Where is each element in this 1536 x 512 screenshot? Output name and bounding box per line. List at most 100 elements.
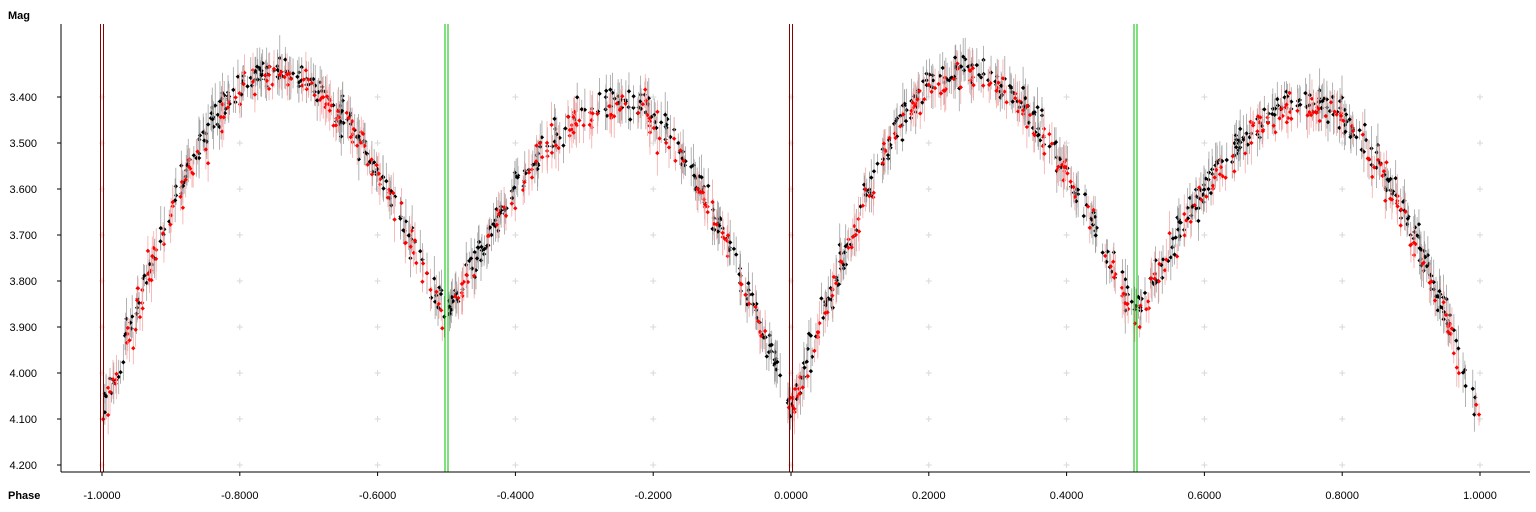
data-point — [640, 102, 646, 107]
data-point — [133, 327, 138, 332]
tick-labels: 3.400 3.500 3.600 3.700 3.800 3.900 4.000 4.100… — [9, 92, 1496, 502]
data-point — [539, 135, 545, 140]
data-point — [617, 107, 623, 113]
data-point — [860, 203, 866, 208]
data-point — [103, 393, 109, 399]
data-point — [582, 107, 588, 112]
y-tick-label: 3.800 — [9, 276, 37, 288]
data-point — [1245, 142, 1250, 147]
data-point — [1255, 114, 1261, 119]
data-point — [894, 118, 899, 124]
data-point — [1157, 261, 1162, 267]
data-point — [1030, 125, 1036, 131]
data-point — [1212, 175, 1217, 180]
data-point — [191, 153, 197, 158]
data-point — [259, 72, 264, 78]
data-point — [134, 311, 139, 316]
data-point — [1089, 217, 1095, 222]
data-point — [1451, 351, 1456, 356]
data-point — [1129, 299, 1134, 304]
data-point — [346, 115, 351, 121]
data-point — [839, 260, 844, 265]
x-tick-label: -0.8000 — [221, 490, 258, 502]
data-point — [871, 169, 877, 174]
data-point — [683, 159, 688, 164]
data-point — [350, 119, 355, 124]
data-point — [420, 261, 426, 266]
data-point — [705, 209, 710, 215]
data-point — [1183, 218, 1189, 223]
data-point — [942, 88, 947, 93]
data-point — [863, 192, 869, 198]
data-point — [179, 163, 184, 168]
data-point — [1021, 108, 1026, 113]
data-point — [1047, 144, 1052, 149]
data-point — [1332, 109, 1337, 114]
data-point — [1314, 105, 1320, 110]
data-point — [553, 143, 559, 148]
data-point — [1149, 279, 1155, 285]
data-point — [917, 88, 922, 94]
y-tick-label: 4.100 — [9, 414, 37, 426]
data-point — [892, 131, 898, 136]
data-point — [1424, 263, 1430, 269]
data-point — [411, 250, 416, 256]
data-point — [1218, 164, 1224, 170]
data-point — [898, 124, 903, 129]
data-point — [695, 186, 700, 192]
data-point — [319, 95, 324, 100]
data-point — [1068, 179, 1073, 184]
data-point — [901, 112, 906, 117]
data-point — [1451, 327, 1457, 333]
data-point — [572, 109, 577, 115]
data-point — [351, 126, 356, 132]
data-point — [699, 175, 704, 180]
data-point — [1362, 122, 1368, 127]
data-point — [1008, 84, 1014, 90]
data-point — [569, 127, 575, 132]
data-point — [450, 298, 456, 304]
data-point — [788, 395, 793, 400]
data-point — [999, 83, 1004, 89]
data-point — [953, 64, 958, 69]
data-point — [1248, 119, 1253, 125]
data-point — [1260, 129, 1266, 134]
data-point — [651, 125, 657, 131]
data-point — [1398, 207, 1404, 212]
data-point — [1223, 175, 1228, 180]
data-point — [314, 98, 320, 103]
data-point — [1354, 135, 1359, 140]
data-point — [420, 279, 425, 284]
data-point — [1380, 173, 1385, 179]
data-point — [643, 87, 648, 92]
data-point — [1111, 259, 1116, 264]
data-point — [1309, 96, 1315, 101]
data-point — [105, 412, 111, 418]
data-point — [817, 320, 822, 326]
data-point — [1071, 190, 1077, 195]
data-point — [428, 287, 433, 293]
data-point — [1170, 236, 1176, 241]
data-point — [731, 246, 737, 252]
data-point — [1136, 294, 1141, 300]
data-point — [763, 335, 768, 340]
data-point — [700, 190, 706, 195]
data-point — [831, 274, 837, 280]
data-point — [1085, 204, 1091, 209]
data-point — [1390, 189, 1396, 194]
data-point — [1282, 95, 1287, 100]
data-point — [479, 244, 484, 250]
data-point — [981, 71, 986, 77]
data-point — [408, 244, 413, 249]
data-point — [498, 210, 503, 216]
data-point — [1456, 346, 1461, 351]
data-point — [1160, 257, 1166, 262]
data-point — [420, 257, 425, 262]
data-point — [1335, 109, 1340, 115]
data-point — [1111, 250, 1117, 255]
data-point — [1404, 221, 1410, 227]
data-point — [971, 82, 976, 88]
data-point — [429, 295, 434, 300]
data-point — [812, 348, 817, 354]
data-point — [1042, 151, 1047, 156]
